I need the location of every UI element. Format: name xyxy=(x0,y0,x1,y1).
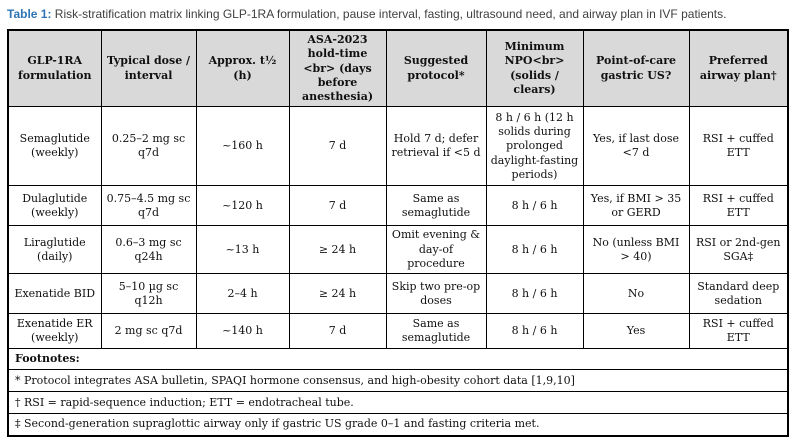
cell-half-life: 2–4 h xyxy=(195,273,290,315)
cell-minimum-npo: 8 h / 6 h (12 h solids during prolonged … xyxy=(485,106,584,187)
cell-gastric-us: Yes xyxy=(582,313,690,350)
col-header-dose-interval: Typical dose / interval xyxy=(100,29,197,108)
cell-hold-time: ≥ 24 h xyxy=(288,225,387,275)
cell-minimum-npo: 8 h / 6 h xyxy=(485,225,584,275)
cell-half-life: ~140 h xyxy=(195,313,290,350)
cell-airway-plan: Standard deep sedation xyxy=(688,273,789,315)
cell-suggested-protocol: Hold 7 d; defer retrieval if <5 d xyxy=(385,106,487,187)
cell-hold-time: ≥ 24 h xyxy=(288,273,387,315)
cell-airway-plan: RSI + cuffed ETT xyxy=(688,106,789,187)
cell-formulation: Exenatide ER (weekly) xyxy=(7,313,102,350)
cell-gastric-us: Yes, if last dose <7 d xyxy=(582,106,690,187)
cell-formulation: Liraglutide (daily) xyxy=(7,225,102,275)
table-caption-text: Risk-stratification matrix linking GLP-1… xyxy=(51,7,727,21)
footnote-dagger: † RSI = rapid-sequence induction; ETT = … xyxy=(7,391,789,415)
cell-half-life: ~13 h xyxy=(195,225,290,275)
col-header-gastric-us: Point-of-care gastric US? xyxy=(582,29,690,108)
cell-gastric-us: No (unless BMI > 40) xyxy=(582,225,690,275)
footnote-asterisk-row: * Protocol integrates ASA bulletin, SPAQ… xyxy=(7,369,789,393)
cell-dose-interval: 0.6–3 mg sc q24h xyxy=(100,225,197,275)
footnote-dagger-row: † RSI = rapid-sequence induction; ETT = … xyxy=(7,391,789,415)
footnote-asterisk: * Protocol integrates ASA bulletin, SPAQ… xyxy=(7,369,789,393)
cell-airway-plan: RSI or 2nd-gen SGA‡ xyxy=(688,225,789,275)
footnotes-label: Footnotes: xyxy=(7,348,789,371)
cell-suggested-protocol: Omit evening & day-of procedure xyxy=(385,225,487,275)
cell-gastric-us: No xyxy=(582,273,690,315)
col-header-formulation: GLP-1RA formulation xyxy=(7,29,102,108)
cell-formulation: Exenatide BID xyxy=(7,273,102,315)
row-semaglutide: Semaglutide (weekly) 0.25–2 mg sc q7d ~1… xyxy=(7,106,789,187)
cell-dose-interval: 0.75–4.5 mg sc q7d xyxy=(100,185,197,227)
cell-dose-interval: 5–10 µg sc q12h xyxy=(100,273,197,315)
cell-gastric-us: Yes, if BMI > 35 or GERD xyxy=(582,185,690,227)
col-header-half-life: Approx. t½ (h) xyxy=(195,29,290,108)
cell-formulation: Semaglutide (weekly) xyxy=(7,106,102,187)
row-exenatide-bid: Exenatide BID 5–10 µg sc q12h 2–4 h ≥ 24… xyxy=(7,273,789,315)
cell-half-life: ~160 h xyxy=(195,106,290,187)
row-dulaglutide: Dulaglutide (weekly) 0.75–4.5 mg sc q7d … xyxy=(7,185,789,227)
cell-minimum-npo: 8 h / 6 h xyxy=(485,313,584,350)
cell-minimum-npo: 8 h / 6 h xyxy=(485,185,584,227)
table-caption-label: Table 1: xyxy=(7,7,52,21)
col-header-minimum-npo: Minimum NPO<br> (solids / clears) xyxy=(485,29,584,108)
cell-suggested-protocol: Same as semaglutide xyxy=(385,185,487,227)
row-liraglutide: Liraglutide (daily) 0.6–3 mg sc q24h ~13… xyxy=(7,225,789,275)
cell-dose-interval: 0.25–2 mg sc q7d xyxy=(100,106,197,187)
footnote-double-dagger-row: ‡ Second-generation supraglottic airway … xyxy=(7,413,789,437)
table-caption: Table 1: Risk-stratification matrix link… xyxy=(7,7,787,21)
row-exenatide-er: Exenatide ER (weekly) 2 mg sc q7d ~140 h… xyxy=(7,313,789,350)
cell-suggested-protocol: Same as semaglutide xyxy=(385,313,487,350)
header-row: GLP-1RA formulation Typical dose / inter… xyxy=(7,29,789,108)
cell-dose-interval: 2 mg sc q7d xyxy=(100,313,197,350)
risk-stratification-table: GLP-1RA formulation Typical dose / inter… xyxy=(7,29,789,437)
cell-formulation: Dulaglutide (weekly) xyxy=(7,185,102,227)
cell-airway-plan: RSI + cuffed ETT xyxy=(688,185,789,227)
cell-hold-time: 7 d xyxy=(288,185,387,227)
cell-half-life: ~120 h xyxy=(195,185,290,227)
cell-hold-time: 7 d xyxy=(288,106,387,187)
footnote-double-dagger: ‡ Second-generation supraglottic airway … xyxy=(7,413,789,437)
cell-minimum-npo: 8 h / 6 h xyxy=(485,273,584,315)
col-header-hold-time: ASA-2023 hold-time <br> (days before ane… xyxy=(288,29,387,108)
footnotes-label-row: Footnotes: xyxy=(7,348,789,371)
col-header-airway-plan: Preferred airway plan† xyxy=(688,29,789,108)
cell-hold-time: 7 d xyxy=(288,313,387,350)
cell-suggested-protocol: Skip two pre-op doses xyxy=(385,273,487,315)
col-header-suggested-protocol: Suggested protocol* xyxy=(385,29,487,108)
cell-airway-plan: RSI + cuffed ETT xyxy=(688,313,789,350)
